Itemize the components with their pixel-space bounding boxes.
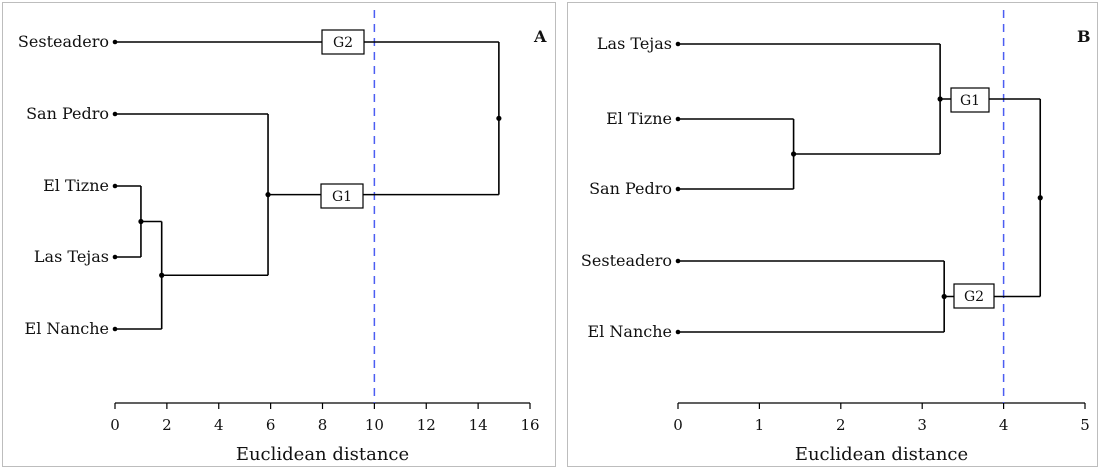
panel-a-node-root [496, 115, 502, 121]
panel-a-x-tick-label-6: 6 [266, 416, 276, 434]
panel-b-letter: B [1077, 27, 1091, 46]
panel-a-letter: A [533, 27, 547, 46]
panel-a-x-tick-label-16: 16 [520, 416, 539, 434]
panel-b-x-tick-label-5: 5 [1080, 416, 1090, 434]
panel-b-leaf-label-san-pedro: San Pedro [589, 179, 672, 198]
panel-a-leaf-label-sesteadero: Sesteadero [18, 32, 109, 51]
panel-a-group-box-g1 [320, 183, 364, 209]
panel-a-x-tick-label-0: 0 [110, 416, 120, 434]
panel-b-group-box-g1 [950, 87, 990, 113]
panel-a-x-tick-label-12: 12 [417, 416, 436, 434]
panel-a-x-axis-title: Euclidean distance [236, 444, 409, 465]
panel-a-group-label-g2: G2 [333, 35, 353, 51]
panel-a-frame [2, 2, 556, 467]
panel-b-group-label-g1: G1 [960, 93, 980, 109]
panel-b-x-axis-title: Euclidean distance [795, 444, 968, 465]
panel-b: B 0 1 2 3 4 5 Euclidean distance Las Tejas El Ti… [581, 10, 1091, 465]
panel-a-group-label-g1: G1 [332, 189, 352, 205]
panel-b-x-tick-label-0: 0 [673, 416, 683, 434]
panel-a-leaf-label-el-nanche: El Nanche [25, 319, 109, 338]
panel-a: A 0 2 4 6 8 10 12 14 16 Euclidean distance Sestead… [18, 10, 547, 465]
panel-b-x-tick-label-2: 2 [836, 416, 846, 434]
panel-b-x-tick-label-3: 3 [917, 416, 927, 434]
panel-a-x-tick-label-4: 4 [214, 416, 224, 434]
panel-b-frame [567, 2, 1098, 467]
panel-a-leaf-label-las-tejas: Las Tejas [34, 247, 109, 266]
panel-b-group-box-g2 [953, 283, 995, 309]
panel-b-group-label-g2: G2 [964, 289, 984, 305]
panel-b-x-tick-label-1: 1 [755, 416, 765, 434]
panel-b-leaf-label-el-nanche: El Nanche [588, 322, 672, 341]
panel-a-x-tick-label-8: 8 [318, 416, 328, 434]
panel-a-group-box-g2 [321, 29, 365, 55]
panel-b-leaf-label-las-tejas: Las Tejas [597, 34, 672, 53]
panel-b-leaf-label-el-tizne: El Tizne [606, 109, 672, 128]
panel-a-x-tick-label-10: 10 [365, 416, 384, 434]
panel-a-leaf-label-san-pedro: San Pedro [26, 104, 109, 123]
panel-b-node-root [1037, 195, 1043, 201]
panel-b-leaf-label-sesteadero: Sesteadero [581, 251, 672, 270]
panel-a-x-tick-label-14: 14 [469, 416, 488, 434]
panel-a-x-tick-label-2: 2 [162, 416, 172, 434]
panel-a-leaf-label-el-tizne: El Tizne [43, 176, 109, 195]
panel-b-x-tick-label-4: 4 [999, 416, 1009, 434]
